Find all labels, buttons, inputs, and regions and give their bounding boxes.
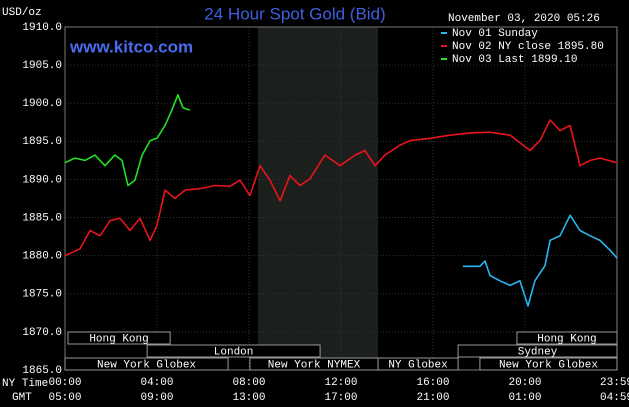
session-bar <box>146 344 321 358</box>
price-line <box>64 119 618 257</box>
session-bar <box>67 331 171 345</box>
session-label: Sydney <box>518 346 558 358</box>
y-axis-label: USD/oz <box>2 7 42 19</box>
gmt-tick-label: 05:00 <box>48 392 81 404</box>
y-tick-label: 1870.0 <box>22 327 62 339</box>
gmt-tick-label: 09:00 <box>140 392 173 404</box>
gmt-tick-label: 17:00 <box>324 392 357 404</box>
y-tick-label: 1880.0 <box>22 251 62 263</box>
session-label: New York NYMEX <box>268 359 361 371</box>
x-row-label: NY Time <box>2 378 48 390</box>
session-bar <box>457 344 618 358</box>
website: www.kitco.com <box>69 37 193 56</box>
x-tick-label: 23:59 <box>600 377 629 389</box>
session-label: NY Globex <box>388 359 448 371</box>
session-label: Hong Kong <box>537 333 596 345</box>
price-line <box>462 214 618 307</box>
y-tick-label: 1900.0 <box>22 98 62 110</box>
session-bar <box>479 357 618 371</box>
legend-label: Nov 02 NY close 1895.80 <box>452 41 604 53</box>
timestamp: November 03, 2020 05:26 <box>448 13 600 25</box>
session-label: New York Globex <box>97 359 196 371</box>
y-tick-label: 1875.0 <box>22 289 62 301</box>
session-label: Hong Kong <box>89 333 148 345</box>
chart-title: 24 Hour Spot Gold (Bid) <box>204 4 385 23</box>
x-tick-label: 04:00 <box>140 377 173 389</box>
x-tick-label: 12:00 <box>324 377 357 389</box>
y-tick-label: 1865.0 <box>22 365 62 377</box>
price-line <box>64 94 191 187</box>
highlight-band <box>257 27 379 370</box>
session-bar <box>377 357 459 371</box>
gmt-tick-label: 04:59 <box>600 392 629 404</box>
y-tick-label: 1910.0 <box>22 22 62 34</box>
session-bar <box>64 357 229 371</box>
y-tick-label: 1885.0 <box>22 212 62 224</box>
y-tick-label: 1890.0 <box>22 174 62 186</box>
y-tick-label: 1905.0 <box>22 60 62 72</box>
session-bar <box>516 331 618 345</box>
session-label: New York Globex <box>499 359 598 371</box>
legend-label: Nov 01 Sunday <box>452 28 538 40</box>
gmt-tick-label: 13:00 <box>232 392 265 404</box>
x-row-label: GMT <box>12 392 32 404</box>
x-tick-label: 20:00 <box>508 377 541 389</box>
y-tick-label: 1895.0 <box>22 136 62 148</box>
legend-label: Nov 03 Last 1899.10 <box>452 54 577 66</box>
session-label: London <box>214 346 254 358</box>
x-tick-label: 16:00 <box>416 377 449 389</box>
x-tick-label: 08:00 <box>232 377 265 389</box>
x-tick-label: 00:00 <box>48 377 81 389</box>
gmt-tick-label: 01:00 <box>508 392 541 404</box>
gmt-tick-label: 21:00 <box>416 392 449 404</box>
